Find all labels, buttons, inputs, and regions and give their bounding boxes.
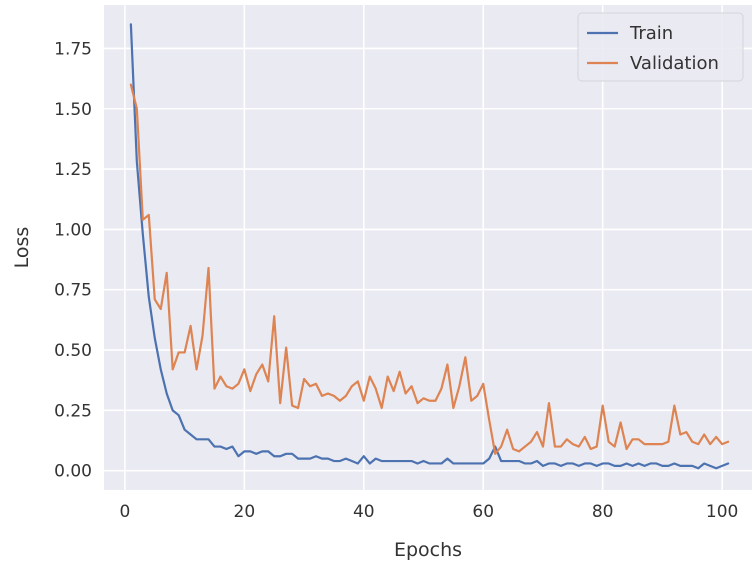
train-loss-line [129,23,730,470]
legend: Train Validation [577,12,744,82]
x-tick-label: 0 [119,502,130,522]
x-axis-ticks: 0 20 40 60 80 100 [119,502,738,522]
x-tick-label: 60 [472,502,494,522]
series-layer [129,23,730,470]
x-tick-label: 20 [234,502,256,522]
legend-label-validation: Validation [630,53,719,74]
y-tick-label: 0.00 [54,462,92,482]
x-tick-label: 80 [592,502,614,522]
y-axis-label: Loss [11,227,33,269]
x-tick-label: 100 [706,502,738,522]
plot-area [104,5,752,490]
x-tick-label: 40 [353,502,375,522]
y-axis-ticks: 0.00 0.25 0.50 0.75 1.00 1.25 1.50 1.75 [54,39,92,481]
y-tick-label: 1.00 [54,220,92,240]
legend-label-train: Train [629,23,673,44]
x-axis-label: Epochs [394,539,462,561]
y-tick-label: 0.50 [54,341,92,361]
legend-box [577,12,744,82]
y-tick-label: 1.75 [54,39,92,59]
validation-loss-line [129,83,730,455]
y-tick-label: 1.50 [54,100,92,120]
y-tick-label: 1.25 [54,160,92,180]
y-tick-label: 0.25 [54,401,92,421]
y-tick-label: 0.75 [54,281,92,301]
